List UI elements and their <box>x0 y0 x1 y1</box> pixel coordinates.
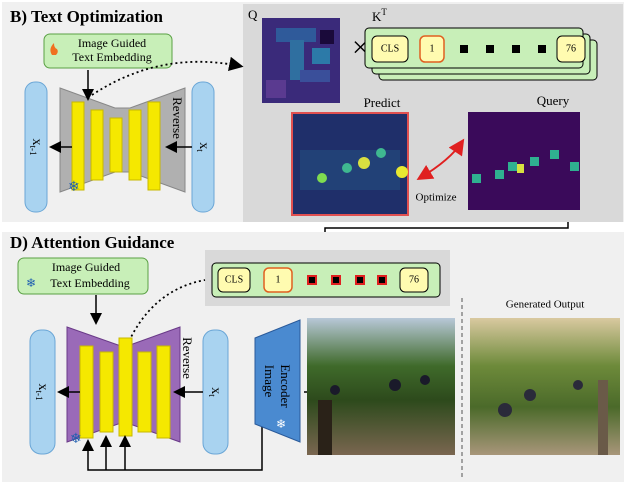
embedding-line1: Image Guided <box>78 36 146 50</box>
token-cls: CLS <box>381 43 399 54</box>
token <box>556 35 586 63</box>
embedding-box <box>17 257 149 295</box>
token <box>217 267 251 293</box>
q-heatmap <box>262 18 340 103</box>
token-76: 76 <box>566 43 576 54</box>
flame-icon <box>50 43 58 55</box>
encoder-line2: Encoder <box>278 364 293 408</box>
symbol: x <box>208 387 223 394</box>
x-prev-pill <box>29 329 56 455</box>
snow-icon: ❄ <box>68 180 80 195</box>
unet-bars <box>71 101 161 191</box>
embedding-line1: Image Guided <box>52 260 120 274</box>
reverse-label: Reverse <box>180 337 195 379</box>
subscript: t-1 <box>34 391 44 401</box>
encoder-line1: Image <box>262 365 277 398</box>
x-prev: xt-1 <box>28 139 44 156</box>
snow-icon: ❄ <box>70 432 82 447</box>
output-photo <box>470 318 620 455</box>
reverse-label: Reverse <box>170 97 185 139</box>
symbol: x <box>196 142 211 149</box>
image-encoder <box>254 319 301 443</box>
subscript: t <box>207 394 217 397</box>
optimize-arrow <box>416 138 465 181</box>
encoder-arrow <box>82 420 263 471</box>
snow-icon: ❄ <box>26 276 36 290</box>
x-prev-pill <box>24 81 48 213</box>
panel-b-title: B) Text Optimization <box>10 7 164 26</box>
unet-bars <box>79 337 171 439</box>
query-heatmap <box>468 112 580 210</box>
x-cur: xt <box>195 142 211 152</box>
token <box>399 267 429 293</box>
token-1: 1 <box>276 274 281 285</box>
token-dots <box>307 275 387 285</box>
token-cls: CLS <box>225 274 243 285</box>
snow-icon: ❄ <box>276 417 286 431</box>
token <box>263 267 293 293</box>
q-label: Q <box>248 7 258 22</box>
token <box>419 35 445 63</box>
token-dots <box>460 45 546 53</box>
token <box>371 35 409 63</box>
input-photo <box>307 318 455 455</box>
token-76: 76 <box>409 274 419 285</box>
embedding-line2: Text Embedding <box>72 50 151 64</box>
subscript: t <box>195 149 205 152</box>
embedding-box <box>43 33 173 69</box>
panel-d-title: D) Attention Guidance <box>10 233 175 252</box>
token-1: 1 <box>430 43 435 54</box>
dotted-arrow <box>91 56 244 96</box>
query-label: Query <box>537 93 570 108</box>
predict-heatmap <box>291 112 409 216</box>
superscript: T <box>381 7 387 17</box>
generated-label: Generated Output <box>506 299 585 311</box>
x-prev: xt-1 <box>34 384 50 401</box>
k-label: KT <box>372 7 387 24</box>
symbol: x <box>29 139 44 146</box>
predict-label: Predict <box>364 95 401 110</box>
symbol: x <box>35 384 50 391</box>
symbol: K <box>372 9 382 24</box>
optimize-label: Optimize <box>416 192 457 204</box>
embedding-line2: Text Embedding <box>50 276 129 290</box>
subscript: t-1 <box>28 146 38 156</box>
x-cur: xt <box>207 387 223 397</box>
